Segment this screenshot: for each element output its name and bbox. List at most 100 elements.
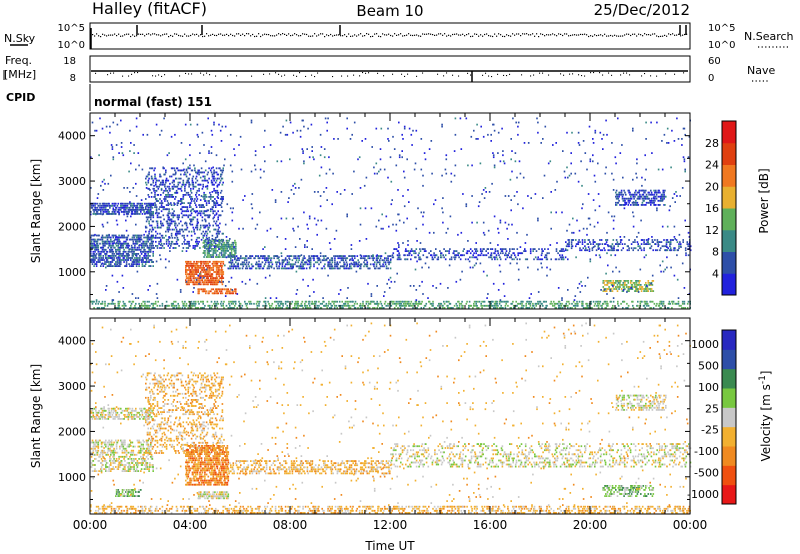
data-cell: [241, 267, 244, 270]
data-cell: [200, 275, 202, 277]
data-cell: [562, 248, 564, 250]
data-cell: [171, 187, 174, 190]
data-cell: [408, 254, 410, 257]
data-cell: [126, 204, 129, 207]
data-cell: [383, 261, 385, 264]
data-cell: [207, 277, 210, 279]
noise-point: [188, 35, 190, 37]
data-cell: [204, 200, 207, 202]
data-cell: [181, 202, 184, 204]
data-cell: [477, 307, 480, 309]
data-cell: [151, 213, 154, 215]
data-cell: [437, 256, 440, 259]
data-cell: [96, 242, 99, 245]
data-cell: [384, 263, 387, 266]
data-cell: [639, 286, 641, 288]
data-cell: [97, 259, 100, 261]
data-cell: [408, 304, 411, 307]
data-cell: [182, 247, 185, 249]
data-cell: [321, 302, 323, 305]
data-cell: [642, 197, 645, 200]
data-cell: [106, 242, 109, 245]
data-cell: [148, 196, 150, 198]
nave-point: [131, 73, 133, 75]
data-cell: [221, 183, 224, 186]
data-cell: [646, 300, 648, 303]
data-cell: [191, 198, 194, 200]
nave-point: [446, 72, 448, 74]
data-cell: [222, 196, 224, 198]
data-cell: [647, 241, 649, 243]
data-cell: [101, 213, 104, 216]
noise-point: [372, 35, 374, 37]
data-cell: [150, 191, 153, 194]
data-cell: [402, 304, 404, 307]
noise-point: [178, 34, 180, 37]
data-cell: [183, 202, 185, 204]
data-cell: [344, 257, 346, 260]
data-cell: [491, 300, 493, 303]
data-cell: [639, 189, 641, 192]
data-cell: [169, 228, 171, 231]
data-cell: [168, 240, 170, 243]
data-cell: [185, 191, 188, 194]
data-cell: [221, 256, 224, 258]
noise-point: [578, 34, 580, 36]
noise-point: [514, 34, 516, 36]
data-cell: [555, 302, 557, 305]
data-cell: [148, 173, 150, 176]
data-cell: [265, 259, 268, 262]
data-cell: [156, 245, 159, 247]
data-cell: [186, 226, 189, 229]
noise-point: [102, 33, 104, 35]
data-cell: [599, 243, 601, 245]
nave-point: [377, 72, 379, 74]
data-cell: [193, 260, 195, 263]
data-cell: [211, 262, 214, 265]
noise-point: [314, 33, 316, 35]
data-cell: [207, 279, 210, 282]
data-cell: [154, 191, 156, 194]
noise-point: [448, 34, 450, 36]
data-cell: [211, 273, 214, 275]
data-cell: [625, 307, 627, 309]
data-cell: [625, 201, 628, 204]
data-cell: [229, 265, 231, 268]
data-cell: [336, 265, 339, 268]
data-cell: [640, 288, 643, 290]
data-cell: [177, 200, 180, 202]
data-cell: [152, 202, 154, 205]
data-cell: [600, 249, 602, 252]
noise-point: [674, 34, 676, 36]
data-cell: [259, 300, 261, 303]
data-cell: [113, 259, 115, 261]
nave-point: [275, 72, 277, 74]
data-cell: [620, 204, 623, 206]
data-cell: [150, 167, 153, 170]
data-cell: [295, 307, 298, 309]
data-cell: [519, 252, 521, 255]
data-cell: [634, 290, 636, 292]
data-cell: [641, 193, 644, 196]
data-cell: [609, 249, 611, 252]
data-cell: [152, 181, 155, 184]
data-cell: [655, 304, 657, 307]
data-cell: [323, 257, 325, 260]
data-cell: [203, 171, 205, 174]
noise-point: [190, 34, 192, 37]
data-cell: [464, 258, 467, 261]
data-cell: [93, 240, 95, 243]
data-cell: [113, 257, 115, 259]
data-cell: [331, 265, 334, 268]
noise-point: [502, 35, 504, 37]
data-cell: [590, 302, 592, 305]
noise-point: [128, 33, 130, 35]
data-cell: [200, 167, 203, 170]
data-cell: [659, 247, 662, 250]
data-cell: [195, 200, 198, 202]
data-cell: [155, 206, 158, 208]
data-cell: [175, 171, 177, 174]
data-cell: [199, 214, 202, 217]
data-cell: [274, 255, 276, 257]
data-cell: [131, 213, 134, 215]
